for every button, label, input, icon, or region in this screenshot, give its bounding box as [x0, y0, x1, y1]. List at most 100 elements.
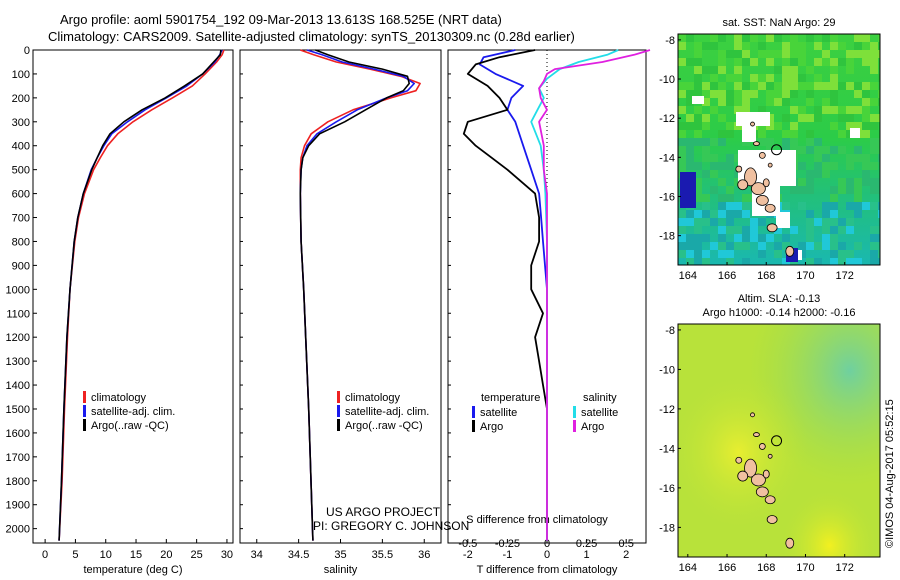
sst-pixel [870, 138, 878, 146]
sla_map-island [785, 537, 795, 549]
sst-nodata-patch [776, 212, 790, 228]
temperature-ytick-label: 1300 [6, 356, 30, 368]
sst-pixel [822, 146, 830, 154]
salinity-panel: 34 34.5 35 35.5 36 salinity climatology satelli… [239, 49, 442, 576]
sst-pixel [774, 66, 782, 74]
sst-pixel [790, 90, 798, 98]
sla_map-island [766, 515, 778, 524]
sst-pixel [814, 162, 822, 170]
sst-pixel [814, 114, 822, 122]
sst-pixel [726, 154, 734, 162]
sst-pixel [734, 42, 742, 50]
sst-pixel [798, 74, 806, 82]
sst-pixel [726, 194, 734, 202]
sst-pixel [798, 186, 806, 194]
sla_map-subtitle: Argo h1000: -0.14 h2000: -0.16 [703, 307, 856, 319]
sst-pixel [702, 42, 710, 50]
sla_map-island [735, 456, 743, 464]
sst-pixel [814, 106, 822, 114]
sst-pixel [806, 138, 814, 146]
sst-pixel [702, 66, 710, 74]
sst-pixel [870, 242, 878, 250]
sst-pixel [838, 250, 846, 258]
sst-pixel [830, 42, 838, 50]
sla_map-xtick-label: 164 [679, 562, 697, 574]
sst-pixel [838, 146, 846, 154]
sst-pixel [678, 226, 686, 234]
sst-pixel [726, 202, 734, 210]
sst-pixel [774, 250, 782, 258]
sst-pixel [718, 90, 726, 98]
sla_map-title: Altim. SLA: -0.13 [738, 293, 821, 305]
sst-pixel [678, 42, 686, 50]
sst-pixel [678, 154, 686, 162]
sst-pixel [718, 114, 726, 122]
sst_map-island [764, 203, 776, 213]
sst-pixel [686, 210, 694, 218]
sst-pixel [838, 226, 846, 234]
sst-pixel [702, 258, 710, 265]
sst-pixel [846, 58, 854, 66]
sst-pixel [870, 250, 878, 258]
sst-pixel [806, 114, 814, 122]
sst-pixel [782, 82, 790, 90]
sst-pixel [854, 122, 862, 130]
sst_map-island [755, 194, 769, 206]
sst-pixel [862, 50, 870, 58]
sst-pixel [710, 74, 718, 82]
sst-pixel [734, 90, 742, 98]
sst-pixel [766, 82, 774, 90]
sst-pixel [854, 90, 862, 98]
sst-pixel [734, 66, 742, 74]
temperature-ytick-label: 900 [12, 260, 30, 272]
sst-pixel [878, 34, 880, 42]
sst-pixel [774, 82, 782, 90]
sla_map-argo-marker [771, 435, 783, 447]
sst-pixel [686, 146, 694, 154]
sst-pixel [686, 82, 694, 90]
sst-pixel [726, 218, 734, 226]
sst-pixel [806, 170, 814, 178]
sst-pixel [782, 234, 790, 242]
salinity-legend-swatch [337, 391, 340, 403]
sst-pixel [678, 130, 686, 138]
temperature-ytick-label: 800 [12, 236, 30, 248]
sst-pixel [734, 82, 742, 90]
sst_map-ytick-label: -16 [659, 191, 675, 203]
sst-pixel [678, 250, 686, 258]
sst-pixel [694, 66, 702, 74]
sst-pixel [742, 258, 750, 265]
sst-pixel [878, 98, 880, 106]
sst-pixel [766, 58, 774, 66]
sst-pixel [870, 42, 878, 50]
temperature-xtick-label: 10 [100, 549, 112, 561]
sst-pixel [758, 82, 766, 90]
sst-pixel [774, 34, 782, 42]
sst-pixel [742, 202, 750, 210]
temperature-xtick-label: 25 [191, 549, 203, 561]
sst-pixel [870, 162, 878, 170]
sst-pixel [854, 42, 862, 50]
difference-series-3 [538, 49, 651, 541]
sst-pixel [766, 138, 774, 146]
sst-pixel [686, 162, 694, 170]
sst-pixel [878, 74, 880, 82]
sst-pixel [878, 146, 880, 154]
sst-pixel [790, 50, 798, 58]
sst-pixel [830, 146, 838, 154]
sst-pixel [742, 226, 750, 234]
salinity-legend-swatch [337, 405, 340, 417]
sst-pixel [854, 154, 862, 162]
sst_map-xtick-label: 172 [836, 270, 854, 282]
sst-pixel [726, 242, 734, 250]
sst-nodata-patch [850, 128, 860, 138]
sst-pixel [854, 50, 862, 58]
sst-pixel [782, 90, 790, 98]
sst-pixel [798, 106, 806, 114]
sla_map-island [764, 495, 776, 505]
sst-pixel [870, 202, 878, 210]
sst-pixel [742, 234, 750, 242]
sst-pixel [878, 114, 880, 122]
sst-pixel [870, 178, 878, 186]
